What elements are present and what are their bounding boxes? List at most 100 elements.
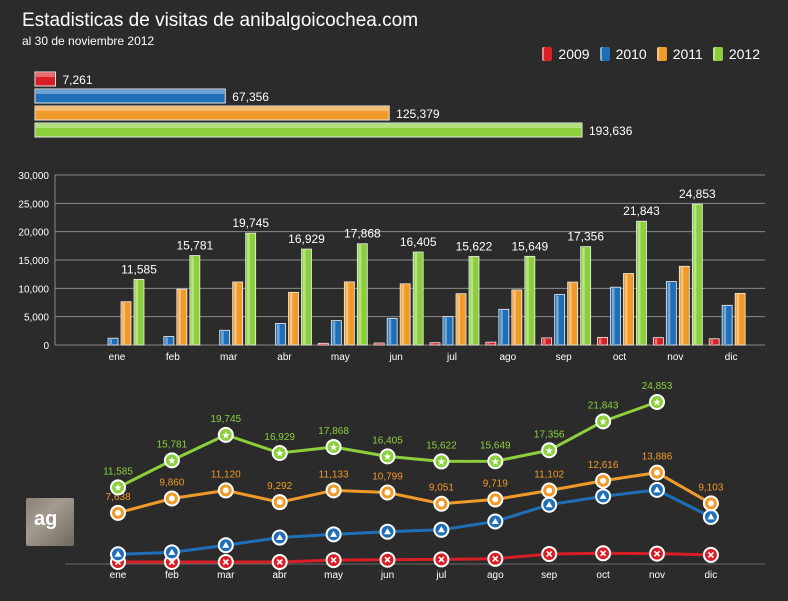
ytick-label: 20,000 — [18, 228, 49, 239]
line-xtick-label: nov — [649, 570, 665, 581]
bar-data-label: 15,649 — [511, 239, 548, 253]
point-label-2011: 9,292 — [267, 481, 292, 492]
bar-shine-2012-mar — [247, 234, 250, 344]
bar-2011-sep — [567, 281, 579, 346]
point-marker-star: ★ — [653, 398, 662, 409]
point-marker-star: ★ — [167, 456, 176, 467]
point-label-2011: 12,616 — [588, 460, 619, 471]
legend-item-2011[interactable]: 2011 — [656, 46, 703, 62]
point-marker-dot — [492, 496, 499, 503]
point-label-2012: 16,929 — [264, 432, 295, 443]
ytick-label: 10,000 — [18, 284, 49, 295]
bar-2011-ago — [511, 289, 523, 346]
point-marker-dot — [276, 499, 283, 506]
point-marker-triangle — [168, 548, 176, 555]
bar-2012-sep — [580, 246, 592, 346]
bar-2010-dic — [721, 304, 733, 346]
logo-text: ag — [34, 508, 58, 530]
point-label-2011: 10,799 — [372, 471, 403, 482]
legend-item-2010[interactable]: 2010 — [599, 46, 647, 62]
bar-2012-ene — [133, 278, 145, 346]
bar-2012-ago — [524, 255, 536, 346]
point-marker-triangle — [330, 530, 338, 537]
bar-2009-jun — [373, 342, 385, 346]
bar-shine-2010-oct — [612, 288, 615, 344]
point-marker-x — [546, 550, 553, 558]
xtick-label: ago — [499, 352, 516, 363]
bar-2010-ago — [498, 308, 510, 346]
total-label-2009: 7,261 — [63, 73, 93, 87]
bar-2010-mar — [219, 329, 231, 346]
legend-swatch-2009 — [542, 47, 553, 61]
bar-shine-2012-ago — [526, 257, 529, 344]
point-label-2011: 9,719 — [483, 478, 508, 489]
ytick-label: 5,000 — [24, 313, 49, 324]
point-label-2012: 15,649 — [480, 440, 511, 451]
total-bar-shine-2012 — [36, 124, 581, 128]
bar-shine-2010-ene — [109, 339, 112, 344]
point-label-2012: 11,585 — [103, 466, 133, 477]
bar-shine-2011-jun — [401, 284, 405, 344]
bar-2011-abr — [288, 291, 299, 346]
line-xtick-label: ago — [487, 570, 504, 581]
bar-2012-mar — [245, 232, 257, 346]
bar-data-label: 16,405 — [400, 235, 437, 249]
line-xtick-label: ene — [110, 570, 127, 581]
legend-item-2012[interactable]: 2012 — [712, 46, 760, 62]
bar-2009-sep — [541, 337, 553, 346]
point-marker-star: ★ — [491, 457, 500, 468]
point-label-2011: 9,860 — [159, 478, 184, 489]
point-marker-triangle — [653, 486, 661, 493]
bar-2011-ene — [120, 301, 132, 346]
point-marker-triangle — [545, 501, 553, 508]
point-marker-triangle — [599, 492, 607, 499]
bar-data-label: 17,356 — [567, 230, 604, 244]
point-2012-ago — [487, 453, 504, 470]
legend-swatch-2012 — [712, 47, 723, 61]
xtick-label: jun — [388, 352, 402, 363]
point-marker-x — [653, 550, 661, 557]
ytick-label: 30,000 — [18, 171, 49, 182]
bar-shine-2010-jun — [388, 319, 392, 344]
bar-2010-may — [330, 320, 342, 346]
bar-shine-2010-dic — [723, 306, 727, 344]
total-bar-2010 — [34, 88, 226, 104]
bar-2012-oct — [636, 220, 647, 346]
ytick-label: 25,000 — [18, 199, 49, 210]
bar-2011-jul — [455, 293, 467, 346]
line-xtick-label: jun — [380, 570, 394, 581]
bar-2010-sep — [554, 294, 566, 346]
bar-2010-abr — [275, 323, 286, 346]
point-2012-may — [325, 438, 342, 455]
point-label-2012: 17,868 — [318, 426, 349, 437]
point-label-2011: 9,051 — [429, 483, 454, 494]
point-label-2012: 19,745 — [211, 414, 242, 425]
point-2012-jun — [379, 448, 396, 465]
point-marker-triangle — [707, 513, 715, 520]
legend-item-2009[interactable]: 2009 — [542, 46, 590, 62]
bar-shine-2010-sep — [556, 295, 559, 344]
point-marker-triangle — [437, 526, 445, 533]
bar-2010-feb — [163, 336, 175, 346]
bar-shine-2010-ago — [500, 310, 503, 344]
point-marker-dot — [115, 509, 121, 516]
point-marker-dot — [438, 500, 445, 507]
total-bar-shine-2009 — [36, 73, 55, 77]
bar-2012-jun — [412, 251, 424, 346]
point-2012-oct — [595, 413, 612, 430]
bar-shine-2011-abr — [290, 293, 293, 344]
bar-2009-jul — [429, 342, 441, 346]
chart-legend: 2009 2010 2011 2012 — [542, 46, 760, 62]
bar-shine-2009-nov — [654, 338, 658, 344]
line-xtick-label: dic — [705, 570, 718, 581]
bar-2011-jun — [399, 283, 411, 346]
line-xtick-label: sep — [541, 570, 558, 581]
point-marker-star: ★ — [114, 483, 123, 494]
bar-shine-2011-sep — [569, 283, 572, 344]
bar-shine-2011-mar — [234, 282, 237, 344]
point-marker-triangle — [276, 534, 284, 541]
bar-data-label: 24,853 — [679, 187, 716, 201]
bar-shine-2009-ago — [487, 343, 490, 344]
bar-shine-2011-feb — [178, 290, 181, 344]
point-2012-jul — [433, 453, 450, 470]
